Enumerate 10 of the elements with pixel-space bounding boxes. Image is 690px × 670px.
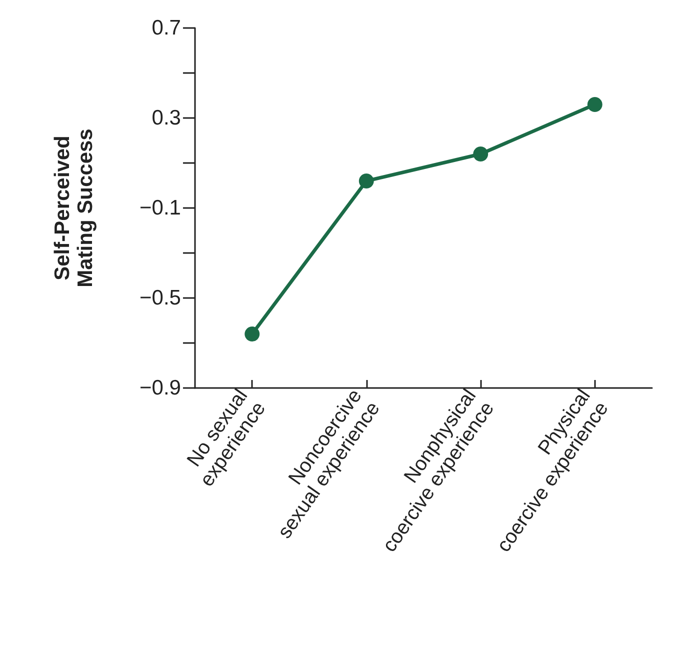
point [473, 146, 488, 162]
y-tick-label: −0.5 [140, 286, 181, 310]
y-axis-title: Self-Perceived Mating Success [51, 128, 97, 288]
y-tick-label: 0.3 [152, 106, 181, 130]
point [244, 326, 260, 342]
y-tick-label: −0.9 [140, 376, 181, 400]
point [587, 97, 602, 112]
point [358, 174, 374, 188]
y-tick-label: −0.1 [140, 196, 181, 220]
y-tick-label: 0.7 [152, 16, 181, 40]
